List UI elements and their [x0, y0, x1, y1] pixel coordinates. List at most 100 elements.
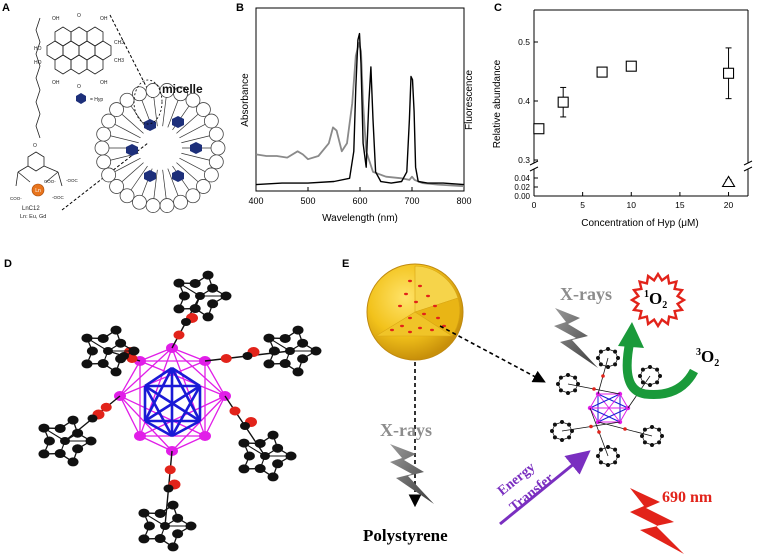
carbon-atom: [181, 318, 191, 326]
scintillator-dot: [436, 316, 440, 320]
metal-atom: [199, 431, 211, 441]
panel-c-label: C: [494, 2, 502, 14]
adamantane-ligand: [173, 270, 232, 322]
chart-c-frame: [529, 9, 753, 197]
chart-b-xtick-label: 800: [456, 196, 471, 206]
xray-bolt-bottom-icon: [390, 444, 434, 504]
carboxylate-label-3: -OOC: [52, 195, 64, 200]
oxygen-atom: [229, 406, 241, 416]
panel-d-label: D: [4, 258, 12, 270]
chart-c-ticks: 0 5 10 15 20 0.3 0.4 0.5 0.000.020.04: [514, 37, 733, 210]
carboxylate-label-1: COO-: [10, 196, 22, 201]
oxygen-atom: [164, 465, 176, 475]
surfactant-head: [96, 126, 112, 142]
axis-break-mark: [529, 160, 539, 166]
chart-c-ylabel: Relative abundance: [492, 59, 503, 148]
xrays-bottom-label: X-rays: [380, 420, 432, 440]
panel-e-label: E: [342, 258, 350, 270]
hyp-molecule-icon: [190, 142, 202, 154]
structure-label: OH: [100, 80, 108, 86]
hyp-legend-icon: [76, 93, 86, 104]
surfactant-head: [132, 194, 147, 210]
xray-bolt-top-icon: [554, 308, 598, 368]
xrays-top-label: X-rays: [560, 284, 612, 304]
complex-ln: Ln: Eu, Gd: [20, 214, 46, 220]
micelle-highlight: [133, 79, 163, 125]
scintillator-dot: [442, 324, 446, 328]
polystyrene-nanoparticle: [366, 263, 464, 361]
chart-c-series: [533, 47, 736, 188]
energy-transfer-arrow: [499, 450, 591, 526]
scintillator-dot: [418, 284, 422, 288]
surfactant-head: [196, 102, 211, 117]
panel-c: C 0 5 10 15 20 0.3 0.4 0.5 0.00 0.02 0.04 Relative…: [490, 0, 758, 250]
surfactant-head: [145, 198, 161, 213]
carbon-atom: [240, 422, 250, 430]
panel-a-figure: OH O OH HO CH3 HO CH3 OH O OH = Hyp O CO…: [10, 13, 226, 220]
surfactant-head: [109, 102, 124, 117]
chart-c-xtick-label: 20: [724, 200, 734, 210]
surfactant-head: [203, 113, 219, 129]
scintillator-dot: [404, 292, 408, 296]
triplet-oxygen: 3O2: [696, 347, 719, 369]
chart-c-xtick-label: 15: [675, 200, 685, 210]
chart-b-xtick-label: 500: [300, 196, 315, 206]
triplet-oxygen-sub: 2: [714, 358, 719, 369]
cluster-small: [550, 347, 664, 467]
carboxylate-label-2: -OOC: [66, 178, 78, 183]
surfactant-head: [173, 194, 188, 210]
chart-c-ytick-label: 0.00: [514, 192, 530, 201]
adamantane-ligand: [238, 430, 297, 482]
singlet-oxygen-sup: 1: [644, 289, 649, 300]
carbon-atom: [163, 484, 174, 493]
chelate-frame: [15, 151, 63, 187]
singlet-oxygen: 1O2: [629, 271, 687, 329]
complex-name: LnC12: [22, 206, 40, 212]
surfactant-head: [173, 86, 188, 102]
scintillator-dot: [390, 328, 394, 332]
structure-label: O: [77, 84, 81, 90]
chart-c-ytick-label: 0.04: [514, 174, 530, 183]
scintillator-dot: [408, 279, 412, 283]
chart-b-xlabel: Wavelength (nm): [322, 213, 398, 224]
emission-bolt-icon: [630, 488, 684, 554]
panel-c-chart: 0 5 10 15 20 0.3 0.4 0.5 0.000.020.04 Relative a…: [492, 9, 753, 229]
alkyl-chain: [35, 17, 41, 139]
chart-c-point-square: [722, 67, 735, 79]
surfactant-head: [101, 113, 117, 129]
scintillator-dot: [414, 300, 418, 304]
structure-label: HO: [34, 60, 42, 66]
surfactant-head: [101, 167, 117, 183]
surfactant-head: [119, 92, 135, 108]
panel-a: A OH O OH HO CH3 HO CH3 OH O OH: [0, 0, 240, 250]
metal-atom: [134, 431, 146, 441]
surfactant-head: [145, 83, 161, 98]
adamantane-ligand: [263, 325, 322, 377]
panel-e: E: [340, 256, 758, 556]
adamantane-ligand: [38, 415, 97, 467]
hyp-molecule-icon: [144, 170, 156, 182]
structure-label: OH: [100, 16, 108, 22]
hyp-legend-text: = Hyp: [90, 97, 103, 103]
chart-b-series-line-1: [255, 32, 465, 186]
scintillator-dot: [422, 312, 426, 316]
carbon-atom: [242, 352, 253, 360]
emission-label: 690 nm: [662, 489, 713, 506]
ether-o: O: [33, 143, 37, 149]
chart-c-xtick-label: 0: [532, 200, 537, 210]
green-curved-arrow: [622, 340, 698, 400]
axis-break-mark: [529, 166, 539, 172]
surfactant-head: [94, 140, 110, 156]
surfactant-head: [208, 154, 224, 170]
mechanism-diagram: X-rays X-rays Polystyrene Energy Transfe…: [363, 263, 719, 554]
axis-break-mark: [743, 166, 753, 172]
panel-b-chart: 400 500 600 700 800 Absorbance Fluorescence …: [240, 7, 474, 224]
structure-label: CH3: [114, 58, 124, 64]
dashed-zoom-top: [109, 14, 153, 99]
svg-text:1O2: 1O2: [644, 289, 667, 311]
surfactant-head: [196, 179, 211, 194]
chart-c-point-square: [557, 96, 569, 108]
chart-c-ytick-label: 0.4: [518, 96, 530, 106]
hypericin-structure: [46, 26, 112, 75]
chart-c-ytick-label: 0.3: [518, 155, 530, 165]
